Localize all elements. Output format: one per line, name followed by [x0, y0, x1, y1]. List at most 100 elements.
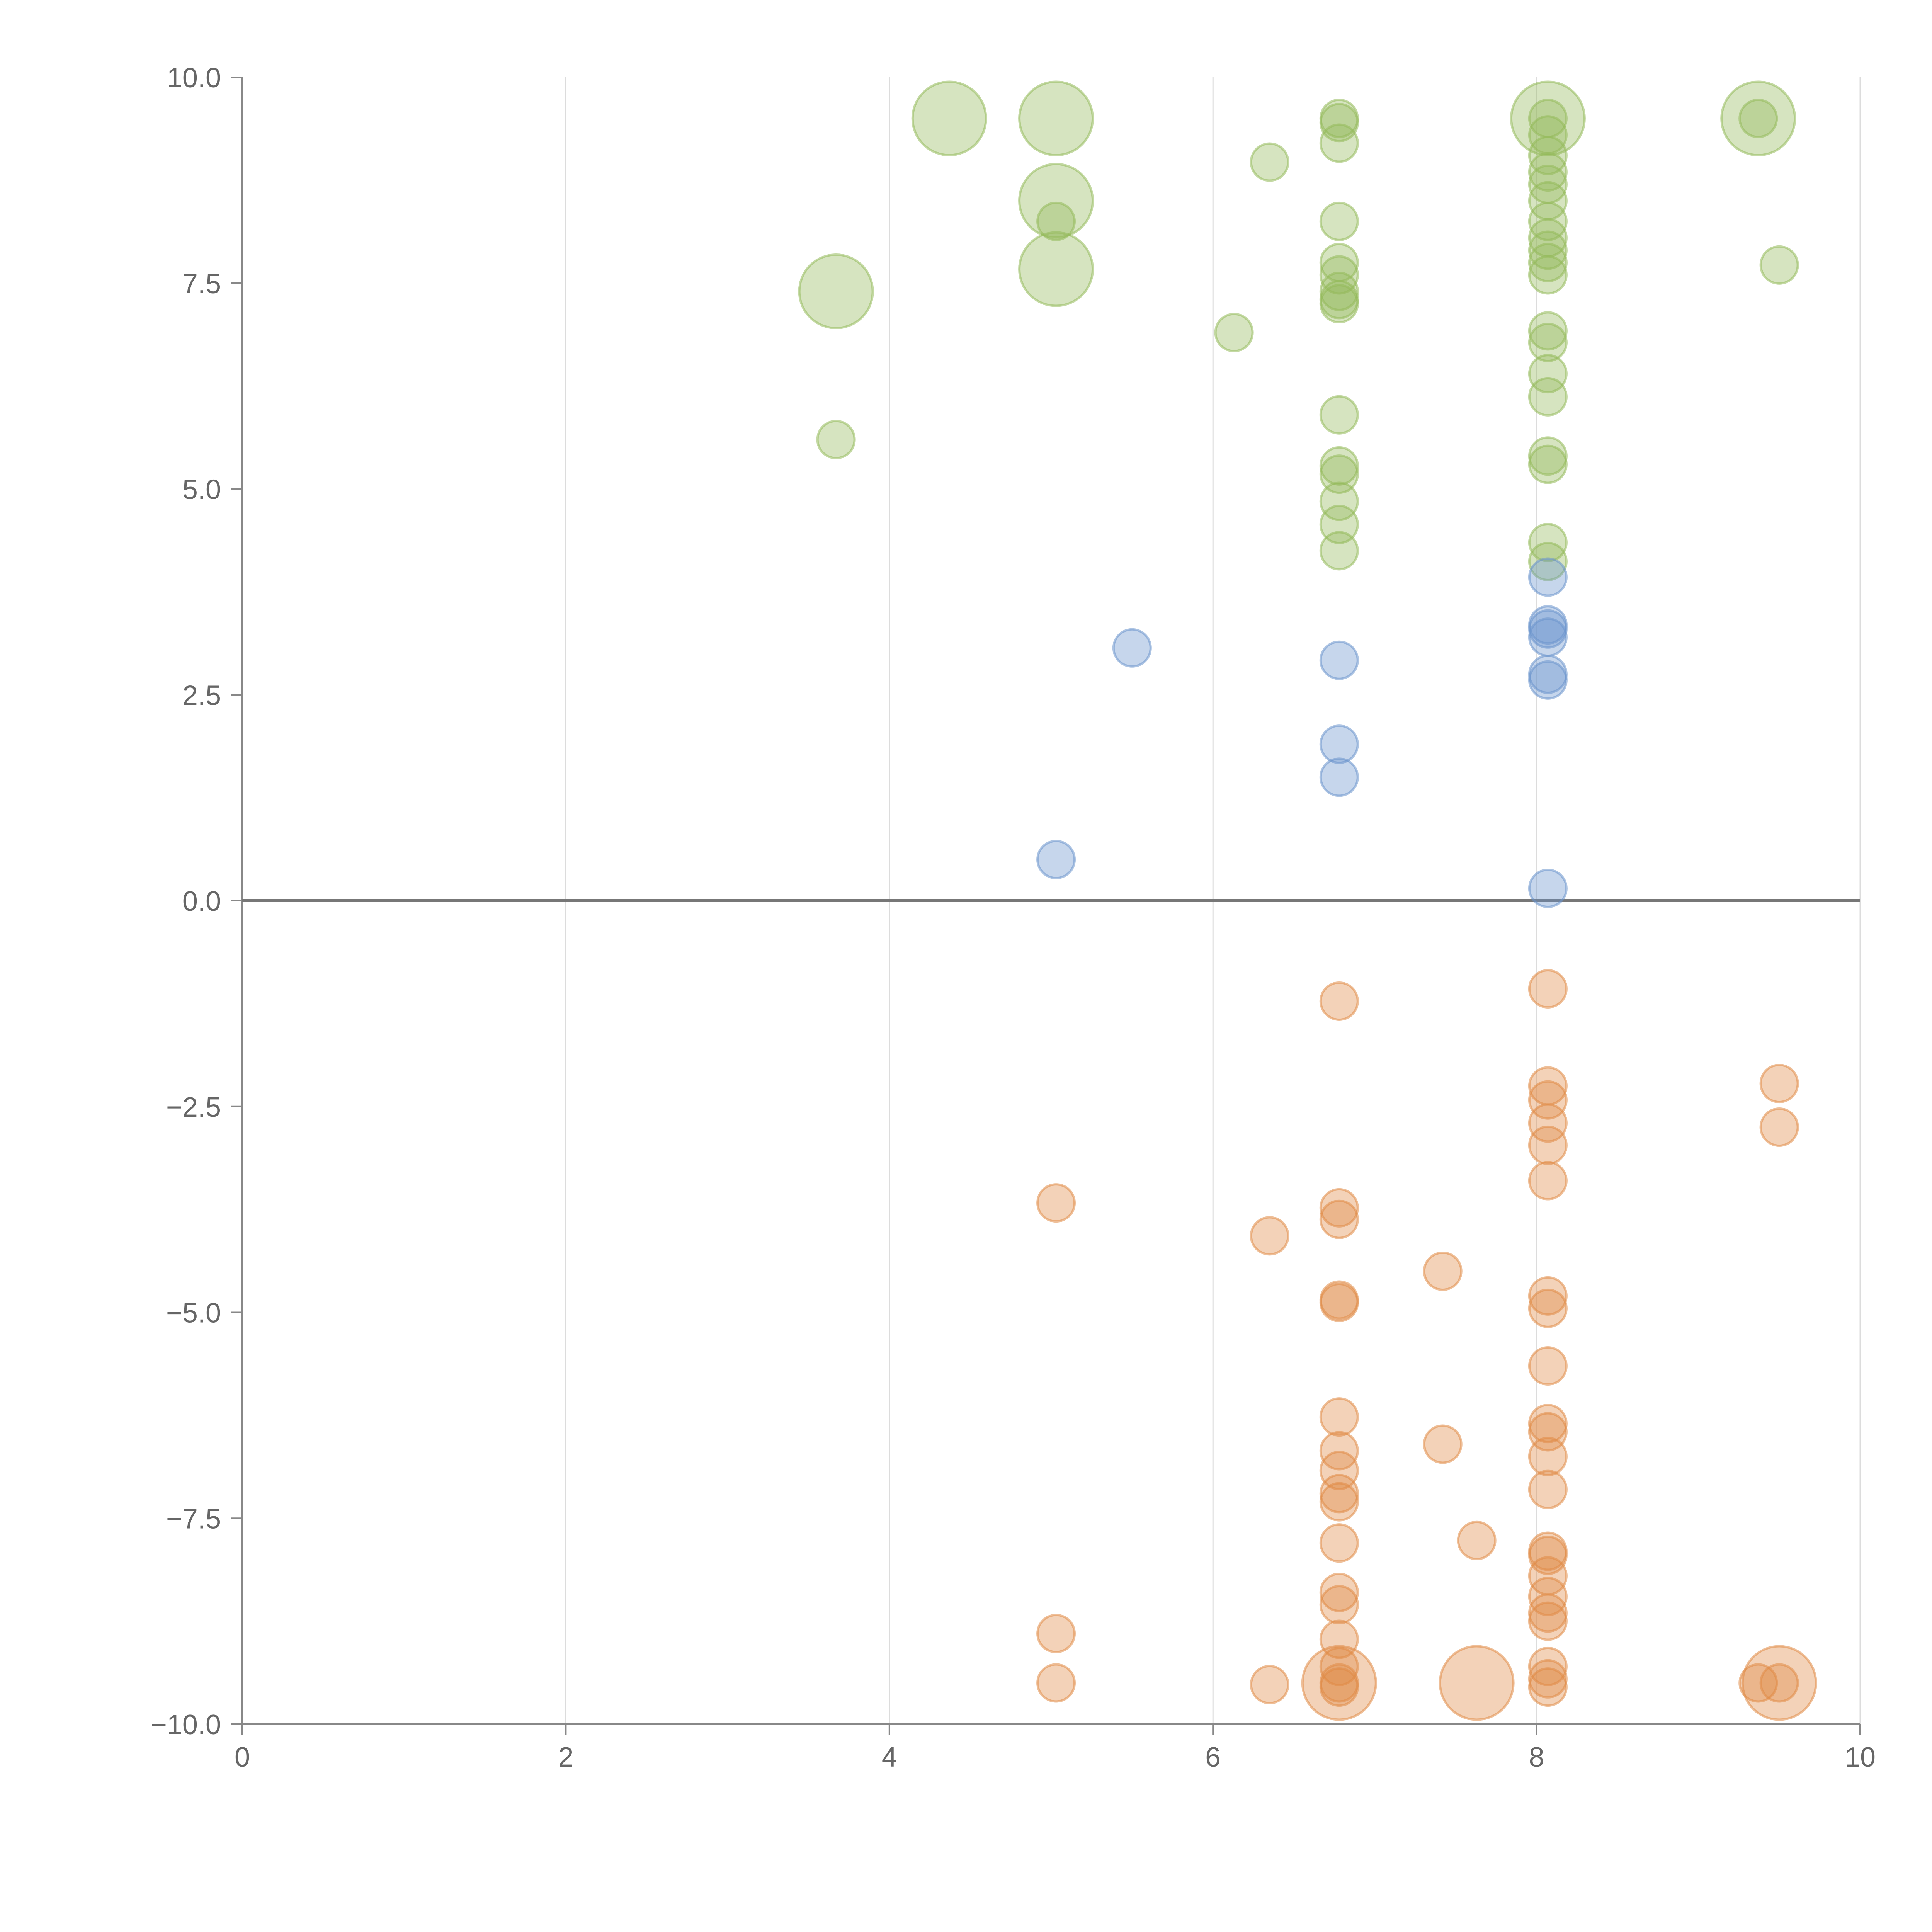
x-tick-label: 10 — [1845, 1742, 1876, 1773]
data-point — [1319, 1482, 1359, 1522]
data-point — [1319, 1282, 1359, 1322]
data-point — [816, 420, 856, 459]
data-point — [1439, 1645, 1515, 1721]
data-point — [1319, 1474, 1359, 1514]
data-point — [1528, 323, 1568, 362]
x-tick-label: 2 — [558, 1742, 573, 1773]
data-point — [1319, 1667, 1359, 1707]
data-point — [1720, 80, 1796, 156]
x-tick-label: 8 — [1529, 1742, 1544, 1773]
y-tick-label: 10.0 — [167, 63, 221, 94]
data-point — [1423, 1251, 1463, 1291]
data-point — [1319, 1646, 1359, 1686]
data-point — [1528, 1659, 1568, 1699]
data-point — [1528, 1080, 1568, 1120]
data-point — [1528, 617, 1568, 657]
data-point — [1319, 981, 1359, 1021]
data-point — [1319, 201, 1359, 241]
data-point — [1036, 1663, 1076, 1703]
y-tick-label: −2.5 — [166, 1092, 221, 1123]
y-tick-label: −5.0 — [166, 1298, 221, 1329]
data-point — [1528, 1161, 1568, 1201]
data-point — [1759, 1107, 1799, 1147]
data-point — [1319, 1397, 1359, 1437]
data-point — [1319, 103, 1359, 143]
data-points — [798, 80, 1817, 1721]
data-point — [1319, 1523, 1359, 1563]
data-point — [1214, 313, 1254, 352]
tick-labels: 0 2 4 6 8 10 10.0 7.5 5.0 2.5 0.0 −2.5 −5.0 −7.5 −10.0 — [151, 63, 1876, 1773]
data-point — [1112, 628, 1152, 668]
data-point — [1319, 284, 1359, 324]
data-point — [1528, 1601, 1568, 1641]
data-point — [1528, 1103, 1568, 1143]
data-point — [1319, 1619, 1359, 1659]
data-point — [1528, 1667, 1568, 1707]
data-point — [1319, 1573, 1359, 1612]
data-point — [1528, 1646, 1568, 1686]
data-point — [1528, 1469, 1568, 1509]
data-point — [1528, 609, 1568, 649]
data-point — [1319, 757, 1359, 797]
data-point — [1250, 142, 1289, 182]
data-point — [1528, 969, 1568, 1009]
y-tick-label: 2.5 — [182, 680, 221, 711]
data-point — [911, 80, 987, 156]
data-point — [1319, 481, 1359, 521]
data-point — [1528, 354, 1568, 394]
axes — [231, 77, 1861, 1735]
data-point — [1423, 1424, 1463, 1464]
data-point — [1528, 255, 1568, 295]
data-point — [1528, 1346, 1568, 1386]
data-point — [1319, 1199, 1359, 1239]
data-point — [1319, 724, 1359, 764]
y-tick-label: −10.0 — [151, 1709, 221, 1740]
data-point — [1528, 377, 1568, 417]
data-point — [1319, 1188, 1359, 1228]
data-point — [1319, 395, 1359, 435]
data-point — [1319, 531, 1359, 571]
x-tick-label: 0 — [235, 1742, 250, 1773]
data-point — [1319, 272, 1359, 311]
data-point — [1528, 1276, 1568, 1316]
data-point — [798, 253, 874, 330]
data-point — [1036, 1183, 1076, 1223]
data-point — [1319, 1431, 1359, 1471]
data-point — [1528, 660, 1568, 700]
data-point — [1319, 640, 1359, 680]
data-point — [1018, 80, 1094, 156]
data-point — [1250, 1216, 1289, 1256]
data-point — [1319, 123, 1359, 163]
data-point — [1528, 152, 1568, 192]
data-point — [1528, 1593, 1568, 1633]
data-point — [1036, 840, 1076, 879]
data-point — [1759, 245, 1799, 285]
data-point — [1036, 1614, 1076, 1653]
data-point — [1528, 201, 1568, 241]
data-point — [1528, 542, 1568, 582]
data-point — [1759, 1064, 1799, 1104]
data-point — [1250, 1665, 1289, 1704]
x-tick-label: 6 — [1205, 1742, 1221, 1773]
data-point — [1528, 1437, 1568, 1476]
data-point — [1319, 446, 1359, 486]
data-point — [1528, 436, 1568, 476]
data-point — [1528, 557, 1568, 597]
data-point — [1528, 1536, 1568, 1575]
data-point — [1528, 869, 1568, 908]
y-tick-label: 0.0 — [182, 886, 221, 917]
y-tick-label: −7.5 — [166, 1503, 221, 1534]
y-tick-label: 7.5 — [182, 269, 221, 299]
data-point — [1759, 1663, 1799, 1703]
data-point — [1528, 311, 1568, 351]
x-tick-label: 4 — [882, 1742, 897, 1773]
data-point — [1018, 231, 1094, 307]
data-point — [1528, 136, 1568, 175]
y-tick-label: 5.0 — [182, 474, 221, 505]
data-point — [1319, 1585, 1359, 1625]
data-point — [1319, 1451, 1359, 1490]
data-point — [1528, 1404, 1568, 1444]
data-point — [1528, 243, 1568, 282]
data-point — [1738, 1663, 1778, 1703]
